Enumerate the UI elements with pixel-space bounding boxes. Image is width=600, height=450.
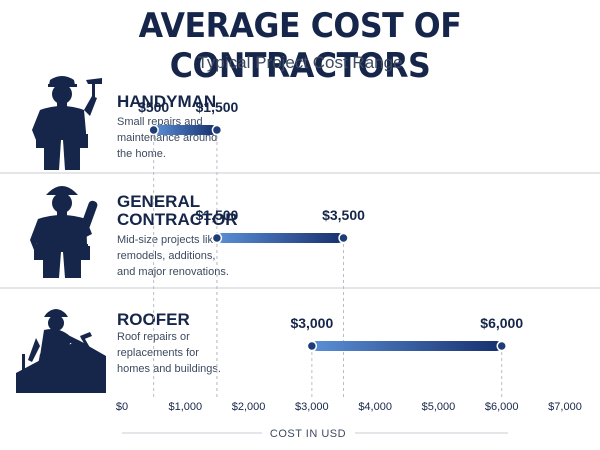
x-tick-label: $5,000 xyxy=(422,401,456,413)
range-low-label: $1,500 xyxy=(196,207,239,223)
x-tick-label: $2,000 xyxy=(232,401,266,413)
range-high-dot xyxy=(211,124,223,136)
x-tick-label: $4,000 xyxy=(358,401,392,413)
handyman-with-hammer-icon xyxy=(32,76,102,170)
range-low-dot xyxy=(211,232,223,244)
chart-title: AVERAGE COST OF CONTRACTORS xyxy=(138,6,462,86)
range-high-label: $6,000 xyxy=(480,315,523,331)
range-low-dot xyxy=(306,340,318,352)
x-tick-label: $7,000 xyxy=(548,401,582,413)
range-high-label: $1,500 xyxy=(196,99,239,115)
category-description: Mid-size projects like xyxy=(117,234,219,246)
range-low-label: $3,000 xyxy=(290,315,333,331)
category-title: HANDYMAN xyxy=(117,92,216,111)
category-description: homes and buildings. xyxy=(117,363,221,375)
category-title: ROOFER xyxy=(117,310,190,329)
x-tick-label: $3,000 xyxy=(295,401,329,413)
range-low-label: $500 xyxy=(138,99,169,115)
range-bar xyxy=(311,341,502,351)
roofer-on-roof-icon xyxy=(16,309,106,393)
range-bar xyxy=(216,233,344,243)
category-description: the home. xyxy=(117,148,166,160)
range-high-dot xyxy=(496,340,507,352)
category-description: and major renovations. xyxy=(117,266,229,278)
category-description: remodels, additions, xyxy=(117,250,215,262)
category-title: GENERAL xyxy=(117,192,200,211)
range-high-dot xyxy=(338,232,349,244)
contractor-with-blueprints-icon xyxy=(30,186,99,278)
range-bar xyxy=(153,125,217,135)
chart-subtitle: Typical Project Cost Range xyxy=(197,53,403,72)
range-low-dot xyxy=(148,124,159,136)
category-title: CONTRACTOR xyxy=(117,210,238,229)
x-tick-label: $0 xyxy=(116,401,128,413)
x-tick-label: $1,000 xyxy=(168,401,202,413)
x-axis-title: COST IN USD xyxy=(270,428,346,440)
range-high-label: $3,500 xyxy=(322,207,365,223)
x-tick-label: $6,000 xyxy=(485,401,519,413)
category-description: replacements for xyxy=(117,347,199,359)
